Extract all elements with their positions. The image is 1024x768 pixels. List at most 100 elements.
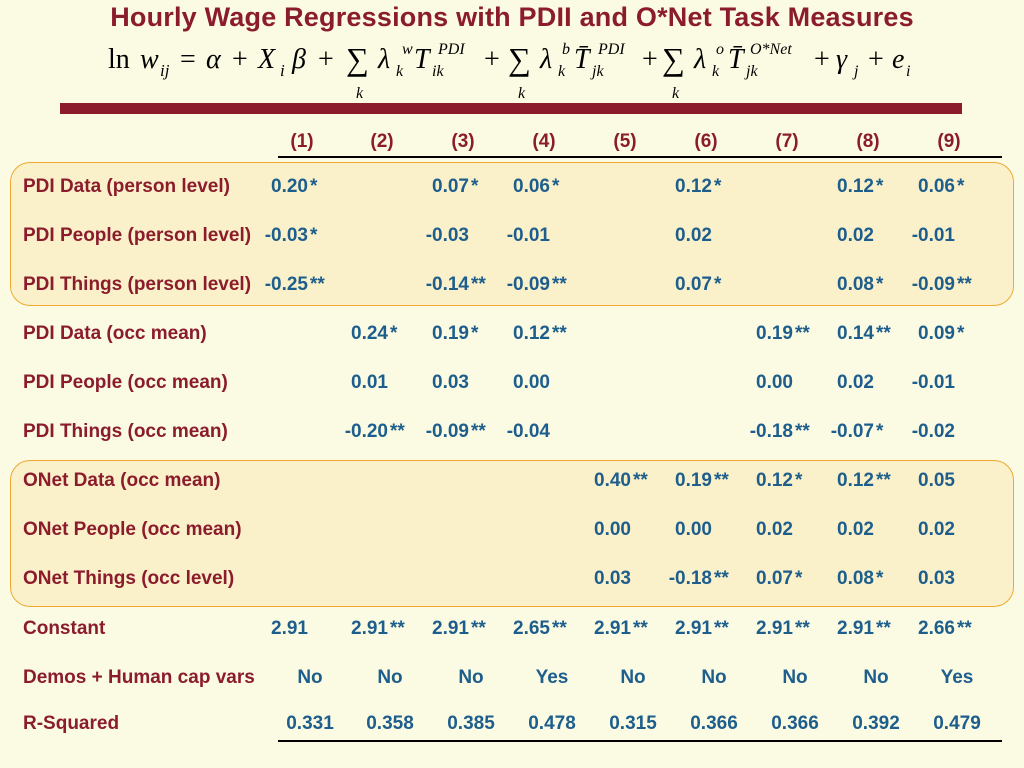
table-cell: 2.91 ** <box>350 618 430 642</box>
coefficient-value: -0.07 <box>830 421 874 442</box>
coefficient-value: No <box>377 667 403 688</box>
column-header: (4) <box>532 131 556 152</box>
table-cell <box>350 176 430 200</box>
coefficient-value: 2.91 <box>351 618 388 639</box>
table-cell <box>512 519 592 543</box>
significance-stars: * <box>471 323 479 344</box>
significance-stars: * <box>471 176 479 197</box>
coefficient-value: -0.01 <box>911 372 955 393</box>
coefficient-value: 0.478 <box>528 713 576 734</box>
table-cell: 0.02 <box>755 519 835 543</box>
table-cell: -0.09 ** <box>912 274 997 298</box>
table-cell <box>270 323 350 347</box>
table-cell: 0.09 * <box>917 323 997 347</box>
table-cell: -0.18 ** <box>669 568 754 592</box>
table-row: ONet Data (occ mean) 0.40 ** 0.19 ** 0.12 * 0.1… <box>0 466 1024 496</box>
significance-stars: * <box>714 176 722 197</box>
table-cell: 0.08 * <box>836 274 916 298</box>
coefficient-value: Yes <box>940 667 974 688</box>
significance-stars: * <box>310 225 318 246</box>
table-cell: Yes <box>917 667 997 691</box>
significance-stars: ** <box>310 274 325 295</box>
coefficient-value: 0.02 <box>837 372 874 393</box>
coefficient-value: 0.09 <box>918 323 955 344</box>
significance-stars: ** <box>552 323 567 344</box>
coefficient-value: 0.19 <box>756 323 793 344</box>
table-cell: 0.478 <box>512 713 592 737</box>
row-label: PDI Data (person level) <box>23 176 230 197</box>
coefficient-value: -0.09 <box>425 421 469 442</box>
table-cell <box>755 176 835 200</box>
table-cell <box>593 323 673 347</box>
table-cell <box>431 568 511 592</box>
table-cell: 0.03 <box>593 568 673 592</box>
column-header: (7) <box>775 131 799 152</box>
coefficient-value: 0.02 <box>837 519 874 540</box>
header-rule <box>278 156 1002 158</box>
coefficient-value: 0.03 <box>918 568 955 589</box>
coefficient-value: Yes <box>535 667 569 688</box>
table-row: PDI Data (occ mean) 0.24 * 0.19 * 0.12 ** 0.19 *… <box>0 319 1024 349</box>
table-cell: 0.02 <box>836 225 916 249</box>
table-cell: 0.00 <box>674 519 754 543</box>
table-cell: 0.00 <box>512 372 592 396</box>
table-cell <box>431 519 511 543</box>
table-cell: 0.07 * <box>755 568 835 592</box>
table-row: Demos + Human cap vars No No No Yes No No No No Y… <box>0 663 1024 693</box>
coefficient-value: -0.09 <box>506 274 550 295</box>
table-cell: -0.04 <box>507 421 592 445</box>
row-label: R-Squared <box>23 713 120 734</box>
table-cell: -0.02 <box>912 421 997 445</box>
onet-highlight-box <box>10 460 1014 607</box>
row-label: PDI People (person level) <box>23 225 252 246</box>
table-row: Constant 2.91 2.91 ** 2.91 ** 2.65 ** 2.91 ** 2.91… <box>0 614 1024 644</box>
significance-stars: ** <box>471 274 486 295</box>
significance-stars: * <box>876 274 884 295</box>
table-cell: 0.05 <box>917 470 997 494</box>
coefficient-value: -0.04 <box>506 421 550 442</box>
significance-stars: ** <box>795 421 810 442</box>
table-cell <box>350 519 430 543</box>
table-row: R-Squared 0.331 0.358 0.385 0.478 0.315 0.366 0… <box>0 709 1024 739</box>
table-cell <box>270 470 350 494</box>
row-label: ONet Things (occ level) <box>23 568 235 589</box>
table-cell: -0.20 ** <box>345 421 430 445</box>
table-cell: 2.91 ** <box>431 618 511 642</box>
table-cell: 2.66 ** <box>917 618 997 642</box>
coefficient-value: No <box>297 667 323 688</box>
significance-stars: * <box>876 568 884 589</box>
row-label: PDI Things (occ mean) <box>23 421 228 442</box>
table-cell: 0.00 <box>755 372 835 396</box>
table-cell: 0.315 <box>593 713 673 737</box>
table-cell: 0.19 ** <box>674 470 754 494</box>
table-cell: 2.91 ** <box>836 618 916 642</box>
table-cell: -0.07 * <box>831 421 916 445</box>
table-cell: -0.01 <box>507 225 592 249</box>
slide-title: Hourly Wage Regressions with PDII and O*… <box>110 2 914 32</box>
table-cell <box>593 274 673 298</box>
title-divider-bar <box>60 103 962 114</box>
column-header: (8) <box>856 131 880 152</box>
table-cell: 0.12 * <box>755 470 835 494</box>
table-row: PDI Data (person level) 0.20 * 0.07 * 0.06 * 0.… <box>0 172 1024 202</box>
coefficient-value: 2.91 <box>594 618 631 639</box>
coefficient-value: 0.08 <box>837 568 874 589</box>
significance-stars: ** <box>390 618 405 639</box>
table-cell: 0.02 <box>836 519 916 543</box>
coefficient-value: 0.19 <box>675 470 712 491</box>
equation-text: ln w ij = α + X i β + ∑ k λ k w T ik PDI… <box>108 41 910 102</box>
table-cell: -0.18 ** <box>750 421 835 445</box>
table-cell: 0.392 <box>836 713 916 737</box>
significance-stars: * <box>310 176 318 197</box>
coefficient-value: 0.14 <box>837 323 874 344</box>
coefficient-value: -0.02 <box>911 421 955 442</box>
table-cell: 0.14 ** <box>836 323 916 347</box>
coefficient-value: 0.12 <box>837 470 874 491</box>
column-header: (2) <box>370 131 394 152</box>
table-cell <box>350 568 430 592</box>
significance-stars: ** <box>876 323 891 344</box>
table-cell: No <box>836 667 916 691</box>
table-cell <box>350 274 430 298</box>
coefficient-value: -0.18 <box>668 568 712 589</box>
